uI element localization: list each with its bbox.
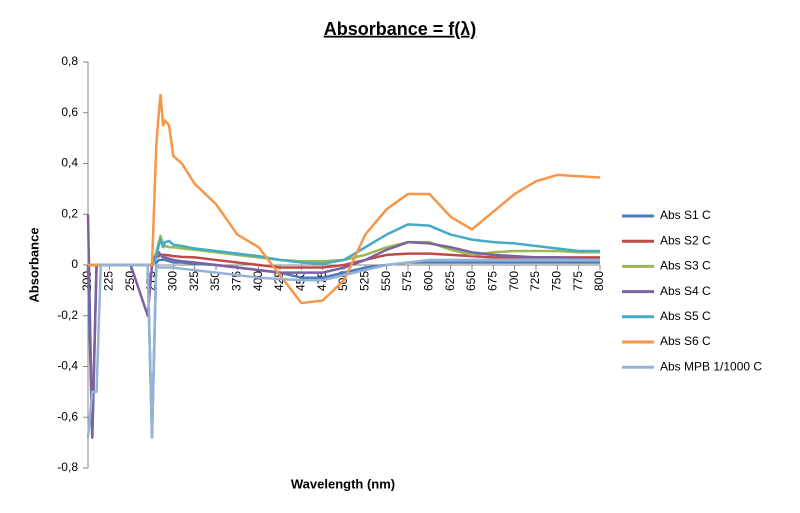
x-tick-label: 525	[358, 271, 372, 291]
x-tick-label: 800	[592, 271, 606, 291]
x-tick-label: 600	[422, 271, 436, 291]
legend-label: Abs S4 C	[660, 284, 711, 298]
x-tick-label: 725	[528, 271, 542, 291]
series-line	[86, 258, 600, 439]
y-tick-label: 0,6	[61, 105, 78, 119]
x-tick-label: 550	[379, 271, 393, 291]
x-tick-label: 300	[166, 271, 180, 291]
y-tick-label: -0,2	[57, 308, 78, 322]
x-tick-label: 700	[507, 271, 521, 291]
x-tick-label: 350	[208, 271, 222, 291]
y-tick-label: -0,4	[57, 359, 78, 373]
y-tick-label: 0,2	[61, 206, 78, 220]
x-tick-label: 625	[443, 271, 457, 291]
x-tick-label: 400	[251, 271, 265, 291]
x-tick-label: 675	[486, 271, 500, 291]
legend-label: Abs MPB 1/1000 C	[660, 359, 762, 373]
y-tick-label: -0,8	[57, 460, 78, 474]
legend-label: Abs S3 C	[660, 259, 711, 273]
chart-title: Absorbance = f(λ)	[324, 19, 477, 39]
series-line	[86, 214, 601, 439]
x-axis-title: Wavelength (nm)	[291, 476, 395, 491]
y-tick-label: 0,8	[61, 54, 78, 68]
legend-label: Abs S1 C	[660, 208, 711, 222]
x-tick-label: 650	[464, 271, 478, 291]
legend-label: Abs S6 C	[660, 334, 711, 348]
y-tick-label: 0	[71, 257, 78, 271]
x-tick-label: 225	[102, 271, 116, 291]
y-tick-label: -0,6	[57, 409, 78, 423]
legend-label: Abs S5 C	[660, 309, 711, 323]
x-tick-label: 575	[400, 271, 414, 291]
y-tick-label: 0,4	[61, 156, 78, 170]
x-tick-label: 750	[550, 271, 564, 291]
legend-label: Abs S2 C	[660, 233, 711, 247]
x-tick-label: 425	[272, 271, 286, 291]
x-tick-label: 325	[187, 271, 201, 291]
x-tick-label: 775	[571, 271, 585, 291]
y-axis-title: Absorbance	[26, 227, 41, 302]
